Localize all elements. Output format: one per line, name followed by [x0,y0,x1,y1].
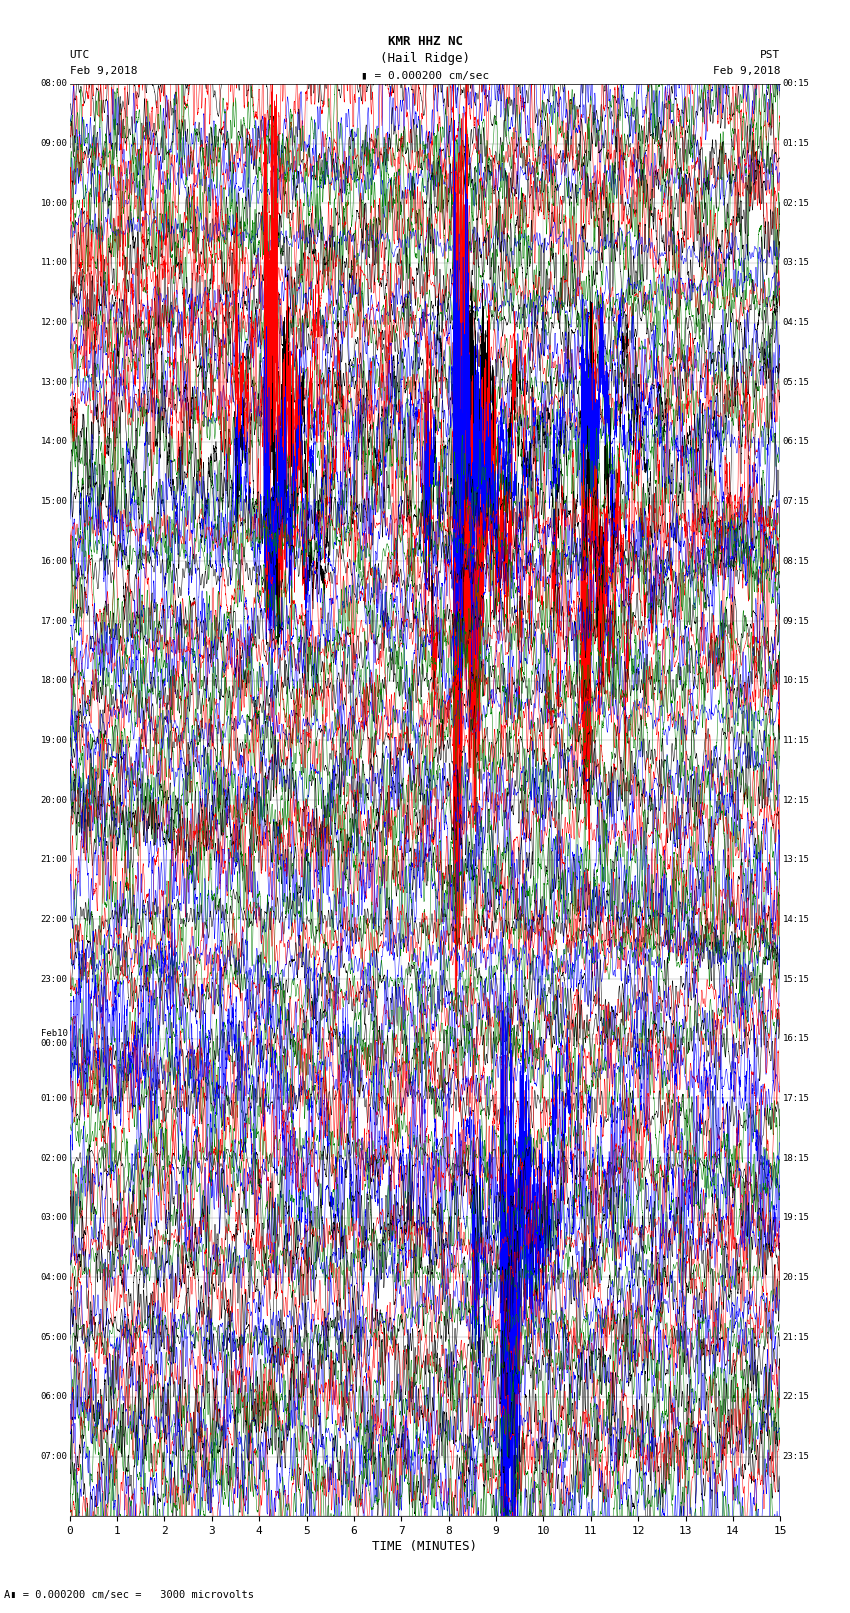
Text: 02:15: 02:15 [783,198,809,208]
Text: 22:15: 22:15 [783,1392,809,1402]
Text: 03:15: 03:15 [783,258,809,268]
Text: UTC: UTC [70,50,90,60]
Text: 19:15: 19:15 [783,1213,809,1223]
Text: 14:15: 14:15 [783,915,809,924]
Text: ▮ = 0.000200 cm/sec: ▮ = 0.000200 cm/sec [361,71,489,81]
Text: 06:15: 06:15 [783,437,809,447]
Text: 11:15: 11:15 [783,736,809,745]
Text: Feb10
00:00: Feb10 00:00 [41,1029,67,1048]
Text: 18:00: 18:00 [41,676,67,686]
Text: KMR HHZ NC: KMR HHZ NC [388,35,462,48]
Text: 03:00: 03:00 [41,1213,67,1223]
Text: 10:15: 10:15 [783,676,809,686]
Text: 13:00: 13:00 [41,377,67,387]
Text: 04:15: 04:15 [783,318,809,327]
Text: 01:00: 01:00 [41,1094,67,1103]
Text: 17:00: 17:00 [41,616,67,626]
Text: 02:00: 02:00 [41,1153,67,1163]
Text: 06:00: 06:00 [41,1392,67,1402]
Text: 11:00: 11:00 [41,258,67,268]
Text: 14:00: 14:00 [41,437,67,447]
Text: 16:00: 16:00 [41,556,67,566]
X-axis label: TIME (MINUTES): TIME (MINUTES) [372,1540,478,1553]
Text: 12:00: 12:00 [41,318,67,327]
Text: 23:15: 23:15 [783,1452,809,1461]
Text: 18:15: 18:15 [783,1153,809,1163]
Text: 10:00: 10:00 [41,198,67,208]
Text: 16:15: 16:15 [783,1034,809,1044]
Text: 08:00: 08:00 [41,79,67,89]
Text: 12:15: 12:15 [783,795,809,805]
Text: 13:15: 13:15 [783,855,809,865]
Text: 15:15: 15:15 [783,974,809,984]
Text: Feb 9,2018: Feb 9,2018 [70,66,137,76]
Text: 23:00: 23:00 [41,974,67,984]
Text: 07:15: 07:15 [783,497,809,506]
Text: 05:15: 05:15 [783,377,809,387]
Text: A▮ = 0.000200 cm/sec =   3000 microvolts: A▮ = 0.000200 cm/sec = 3000 microvolts [4,1590,254,1600]
Text: 01:15: 01:15 [783,139,809,148]
Text: 08:15: 08:15 [783,556,809,566]
Text: 00:15: 00:15 [783,79,809,89]
Text: 09:00: 09:00 [41,139,67,148]
Text: 07:00: 07:00 [41,1452,67,1461]
Text: Feb 9,2018: Feb 9,2018 [713,66,780,76]
Text: 17:15: 17:15 [783,1094,809,1103]
Text: 09:15: 09:15 [783,616,809,626]
Text: 20:15: 20:15 [783,1273,809,1282]
Text: 21:00: 21:00 [41,855,67,865]
Text: 15:00: 15:00 [41,497,67,506]
Text: (Hail Ridge): (Hail Ridge) [380,52,470,65]
Text: 05:00: 05:00 [41,1332,67,1342]
Text: 04:00: 04:00 [41,1273,67,1282]
Text: 21:15: 21:15 [783,1332,809,1342]
Text: 19:00: 19:00 [41,736,67,745]
Text: 20:00: 20:00 [41,795,67,805]
Text: 22:00: 22:00 [41,915,67,924]
Text: PST: PST [760,50,780,60]
